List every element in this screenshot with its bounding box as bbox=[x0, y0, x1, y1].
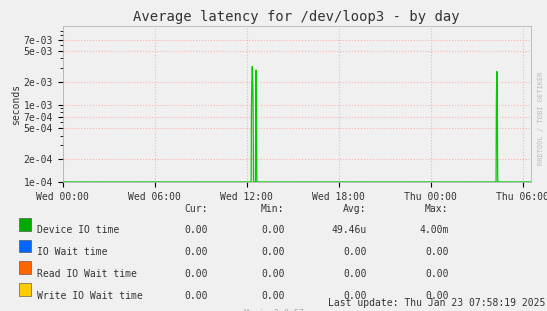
Text: Munin 2.0.57: Munin 2.0.57 bbox=[243, 309, 304, 311]
Bar bbox=[19, 218, 31, 231]
Y-axis label: seconds: seconds bbox=[11, 84, 21, 125]
Text: RRDTOOL / TOBI OETIKER: RRDTOOL / TOBI OETIKER bbox=[538, 72, 544, 165]
Text: 0.00: 0.00 bbox=[425, 291, 449, 301]
Text: Max:: Max: bbox=[425, 204, 449, 214]
Text: 0.00: 0.00 bbox=[184, 225, 208, 235]
Text: 49.46u: 49.46u bbox=[331, 225, 366, 235]
Title: Average latency for /dev/loop3 - by day: Average latency for /dev/loop3 - by day bbox=[133, 10, 460, 24]
Text: 0.00: 0.00 bbox=[343, 291, 366, 301]
Text: 0.00: 0.00 bbox=[261, 291, 284, 301]
Text: 0.00: 0.00 bbox=[343, 247, 366, 257]
Text: 0.00: 0.00 bbox=[184, 291, 208, 301]
Text: 0.00: 0.00 bbox=[261, 247, 284, 257]
Text: 0.00: 0.00 bbox=[261, 225, 284, 235]
Text: 0.00: 0.00 bbox=[184, 269, 208, 279]
Bar bbox=[19, 261, 31, 274]
Bar bbox=[19, 239, 31, 253]
Text: 4.00m: 4.00m bbox=[419, 225, 449, 235]
Text: 0.00: 0.00 bbox=[425, 269, 449, 279]
Text: Avg:: Avg: bbox=[343, 204, 366, 214]
Text: 0.00: 0.00 bbox=[425, 247, 449, 257]
Text: Last update: Thu Jan 23 07:58:19 2025: Last update: Thu Jan 23 07:58:19 2025 bbox=[328, 298, 545, 308]
Text: Read IO Wait time: Read IO Wait time bbox=[37, 269, 137, 279]
Text: 0.00: 0.00 bbox=[184, 247, 208, 257]
Text: Device IO time: Device IO time bbox=[37, 225, 119, 235]
Text: 0.00: 0.00 bbox=[261, 269, 284, 279]
Text: 0.00: 0.00 bbox=[343, 269, 366, 279]
Text: Min:: Min: bbox=[261, 204, 284, 214]
Text: Cur:: Cur: bbox=[184, 204, 208, 214]
Text: Write IO Wait time: Write IO Wait time bbox=[37, 291, 142, 301]
Bar bbox=[19, 283, 31, 296]
Text: IO Wait time: IO Wait time bbox=[37, 247, 107, 257]
